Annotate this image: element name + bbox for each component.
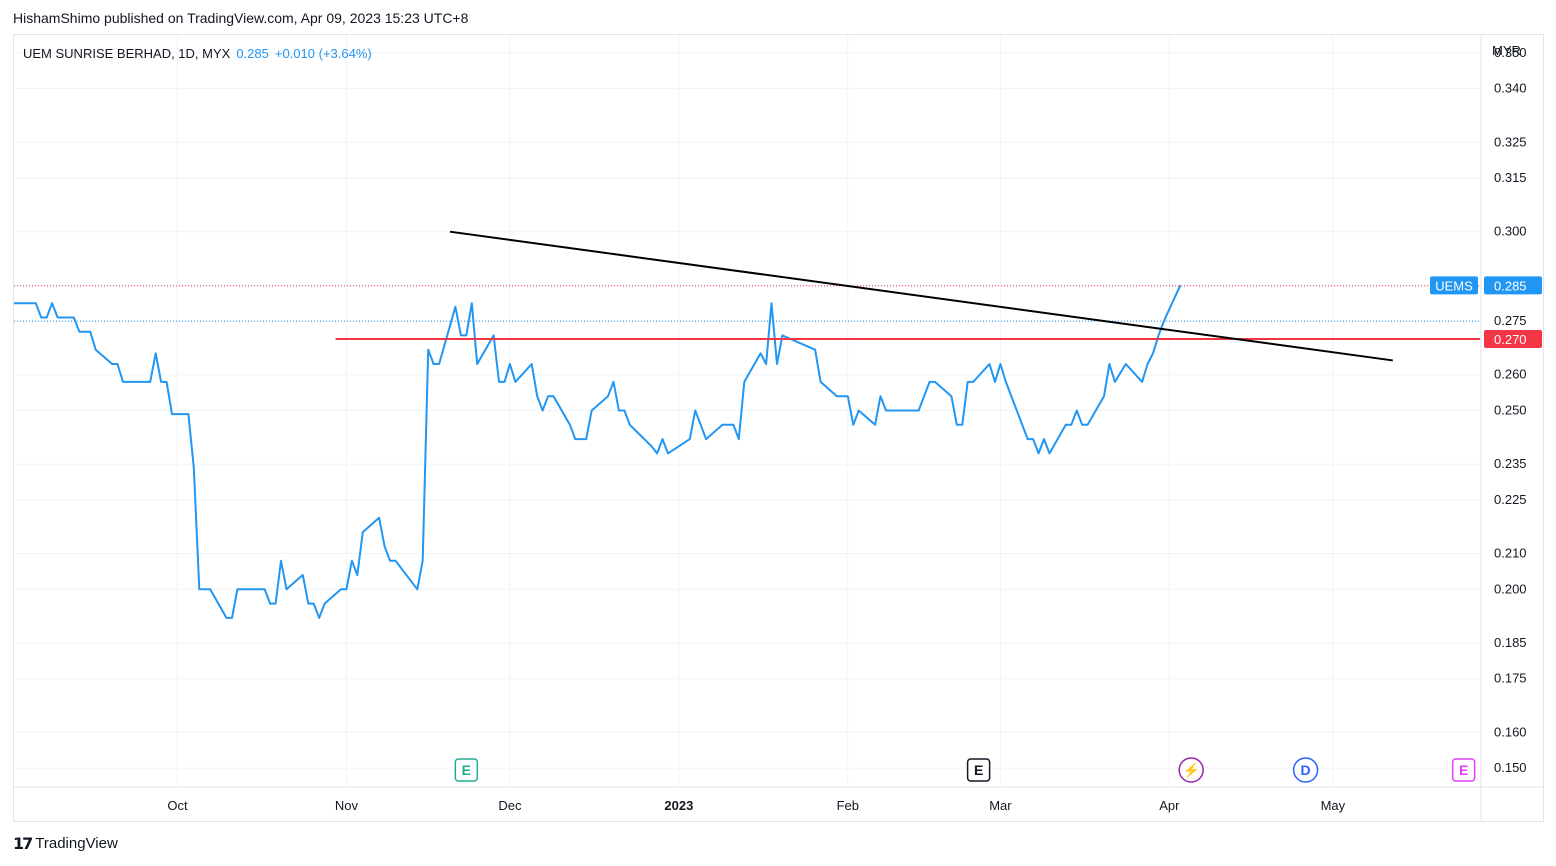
event-marker-glyph: ⚡ <box>1182 762 1199 779</box>
last-price-tag-label: 0.285 <box>1494 278 1527 293</box>
y-tick-label: 0.160 <box>1494 724 1527 739</box>
y-tick-label: 0.175 <box>1494 671 1527 686</box>
currency-label: MYR <box>1492 43 1521 58</box>
descending-trendline[interactable] <box>449 230 1393 362</box>
tradingview-logo[interactable]: 17 TradingView <box>13 834 118 853</box>
y-tick-label: 0.210 <box>1494 546 1527 561</box>
chart-frame[interactable] <box>13 34 1544 822</box>
event-marker-glyph: D <box>1301 762 1311 778</box>
price-series-line[interactable] <box>14 284 1182 619</box>
tradingview-brand: TradingView <box>35 835 118 852</box>
price-scale-area[interactable] <box>1482 35 1543 786</box>
x-tick-label: 2023 <box>664 798 693 813</box>
y-tick-label: 0.235 <box>1494 456 1527 471</box>
support-price-tag-label: 0.270 <box>1494 332 1527 347</box>
x-tick-label: Nov <box>335 798 359 813</box>
tradingview-logo-icon: 17 <box>13 834 33 853</box>
chart-legend[interactable]: UEM SUNRISE BERHAD, 1D, MYX 0.285 +0.010 (… <box>23 46 372 61</box>
y-tick-label: 0.325 <box>1494 134 1527 149</box>
x-tick-label: May <box>1321 798 1346 813</box>
x-tick-label: Mar <box>989 798 1012 813</box>
event-marker-glyph: E <box>1459 762 1468 778</box>
y-tick-label: 0.300 <box>1494 224 1527 239</box>
symbol-tag-bg <box>1430 276 1478 295</box>
earnings-marker-icon[interactable] <box>454 758 479 782</box>
legend-price: 0.285 <box>236 46 269 61</box>
earnings-marker-icon[interactable] <box>966 758 991 782</box>
y-tick-label: 0.250 <box>1494 403 1527 418</box>
y-tick-label: 0.185 <box>1494 635 1527 650</box>
event-marker-glyph: E <box>974 762 983 778</box>
x-tick-label: Oct <box>167 798 188 813</box>
legend-change: +0.010 (+3.64%) <box>274 46 372 61</box>
y-tick-label: 0.150 <box>1494 760 1527 775</box>
symbol-tag-label: UEMS <box>1435 278 1473 293</box>
last-price-tag-bg <box>1484 276 1542 295</box>
x-tick-label: Apr <box>1159 798 1180 813</box>
y-tick-label: 0.350 <box>1494 45 1527 60</box>
earnings-marker-icon[interactable] <box>1451 758 1476 782</box>
split-marker-icon[interactable] <box>1178 757 1204 783</box>
y-tick-label: 0.260 <box>1494 367 1527 382</box>
x-tick-label: Feb <box>837 798 859 813</box>
x-tick-label: Dec <box>498 798 522 813</box>
support-price-tag-bg <box>1484 329 1542 348</box>
y-tick-label: 0.225 <box>1494 492 1527 507</box>
dividend-marker-icon[interactable] <box>1292 757 1319 783</box>
y-tick-label: 0.340 <box>1494 81 1527 96</box>
y-tick-label: 0.200 <box>1494 581 1527 596</box>
attribution-text: HishamShimo published on TradingView.com… <box>13 10 469 26</box>
y-tick-label: 0.275 <box>1494 313 1527 328</box>
y-tick-label: 0.315 <box>1494 170 1527 185</box>
event-marker-glyph: E <box>462 762 471 778</box>
legend-symbol: UEM SUNRISE BERHAD, 1D, MYX <box>23 46 231 61</box>
